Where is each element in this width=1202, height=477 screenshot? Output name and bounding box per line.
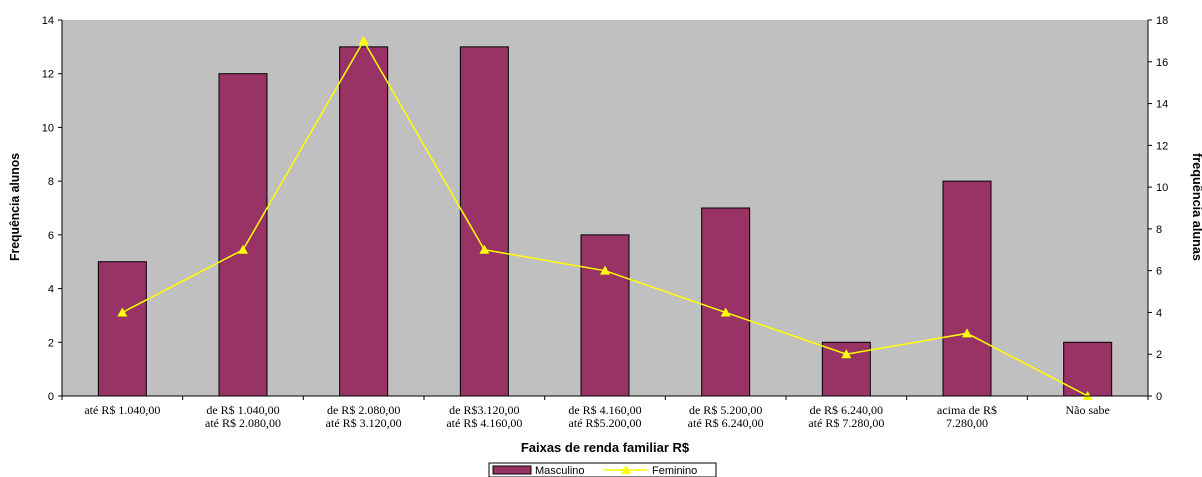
category-label: acima de R$ 7.280,00	[937, 403, 997, 430]
category-label: de R$ 6.240,00 até R$ 7.280,00	[808, 403, 884, 430]
point-feminino	[841, 349, 852, 359]
y2-tick-label: 18	[1156, 15, 1168, 27]
y2-tick-label: 6	[1156, 266, 1162, 278]
point-feminino	[358, 35, 369, 45]
point-feminino	[238, 244, 248, 254]
category-label: Não sabe	[1066, 403, 1110, 417]
point-feminino	[117, 307, 128, 317]
y-tick-label: 4	[48, 284, 54, 296]
legend-swatch-masculino	[492, 465, 532, 475]
legend-label-masculino: Masculino	[535, 465, 585, 477]
bar-masculino	[339, 46, 389, 397]
category-label: de R$ 2.080,00 até R$ 3.120,00	[326, 403, 402, 430]
y-tick-label: 0	[48, 391, 54, 403]
category-label: de R$3.120,00 até R$ 4.160,00	[446, 403, 522, 430]
legend-box	[488, 462, 717, 477]
y-tick-label: 8	[48, 176, 54, 188]
y-tick-label: 6	[48, 230, 54, 242]
y2-tick-label: 16	[1156, 57, 1168, 69]
y-tick-label: 14	[42, 15, 54, 27]
y2-tick-label: 12	[1156, 140, 1168, 152]
y2-tick-label: 0	[1156, 391, 1162, 403]
y2-axis-title: frequência alunas	[1190, 153, 1202, 261]
point-feminino	[479, 244, 490, 254]
y2-tick-label: 10	[1156, 182, 1168, 194]
bar-series-masculino	[97, 46, 1113, 397]
x-axis-title: Faixas de renda familiar R$	[521, 440, 690, 455]
legend: Masculino Feminino	[488, 462, 717, 477]
category-label: de R$ 4.160,00 até R$5.200,00	[568, 403, 641, 430]
category-labels: até R$ 1.040,00 de R$ 1.040,00 até R$ 2.08…	[84, 403, 1109, 430]
category-label: de R$ 1.040,00 até R$ 2.080,00	[205, 403, 281, 430]
y2-tick-label: 2	[1156, 349, 1162, 361]
point-feminino	[962, 328, 972, 338]
point-feminino	[600, 265, 610, 275]
y-tick-label: 2	[48, 337, 54, 349]
bar-masculino	[701, 207, 751, 397]
legend-marker-feminino	[621, 465, 631, 474]
bar-masculino	[97, 261, 147, 397]
point-feminino	[720, 307, 731, 317]
y-tick-label: 10	[42, 122, 54, 134]
category-label: até R$ 1.040,00	[84, 403, 160, 417]
bar-masculino	[942, 180, 992, 397]
bar-masculino	[580, 234, 630, 397]
axes: 0 2 4 6 8 10 12 14 0 2 4 6 8 10 12 14 16 18	[42, 15, 1169, 403]
y2-tick-label: 14	[1156, 99, 1168, 111]
line-series-feminino	[117, 35, 1093, 400]
bar-masculino	[218, 73, 268, 397]
category-label: de R$ 5.200,00 até R$ 6.240,00	[688, 403, 764, 430]
y-axis-title: Frequência alunos	[7, 153, 22, 261]
y2-tick-label: 8	[1156, 224, 1162, 236]
y2-tick-label: 4	[1156, 307, 1162, 319]
legend-label-feminino: Feminino	[652, 465, 697, 477]
y-tick-label: 12	[42, 69, 54, 81]
